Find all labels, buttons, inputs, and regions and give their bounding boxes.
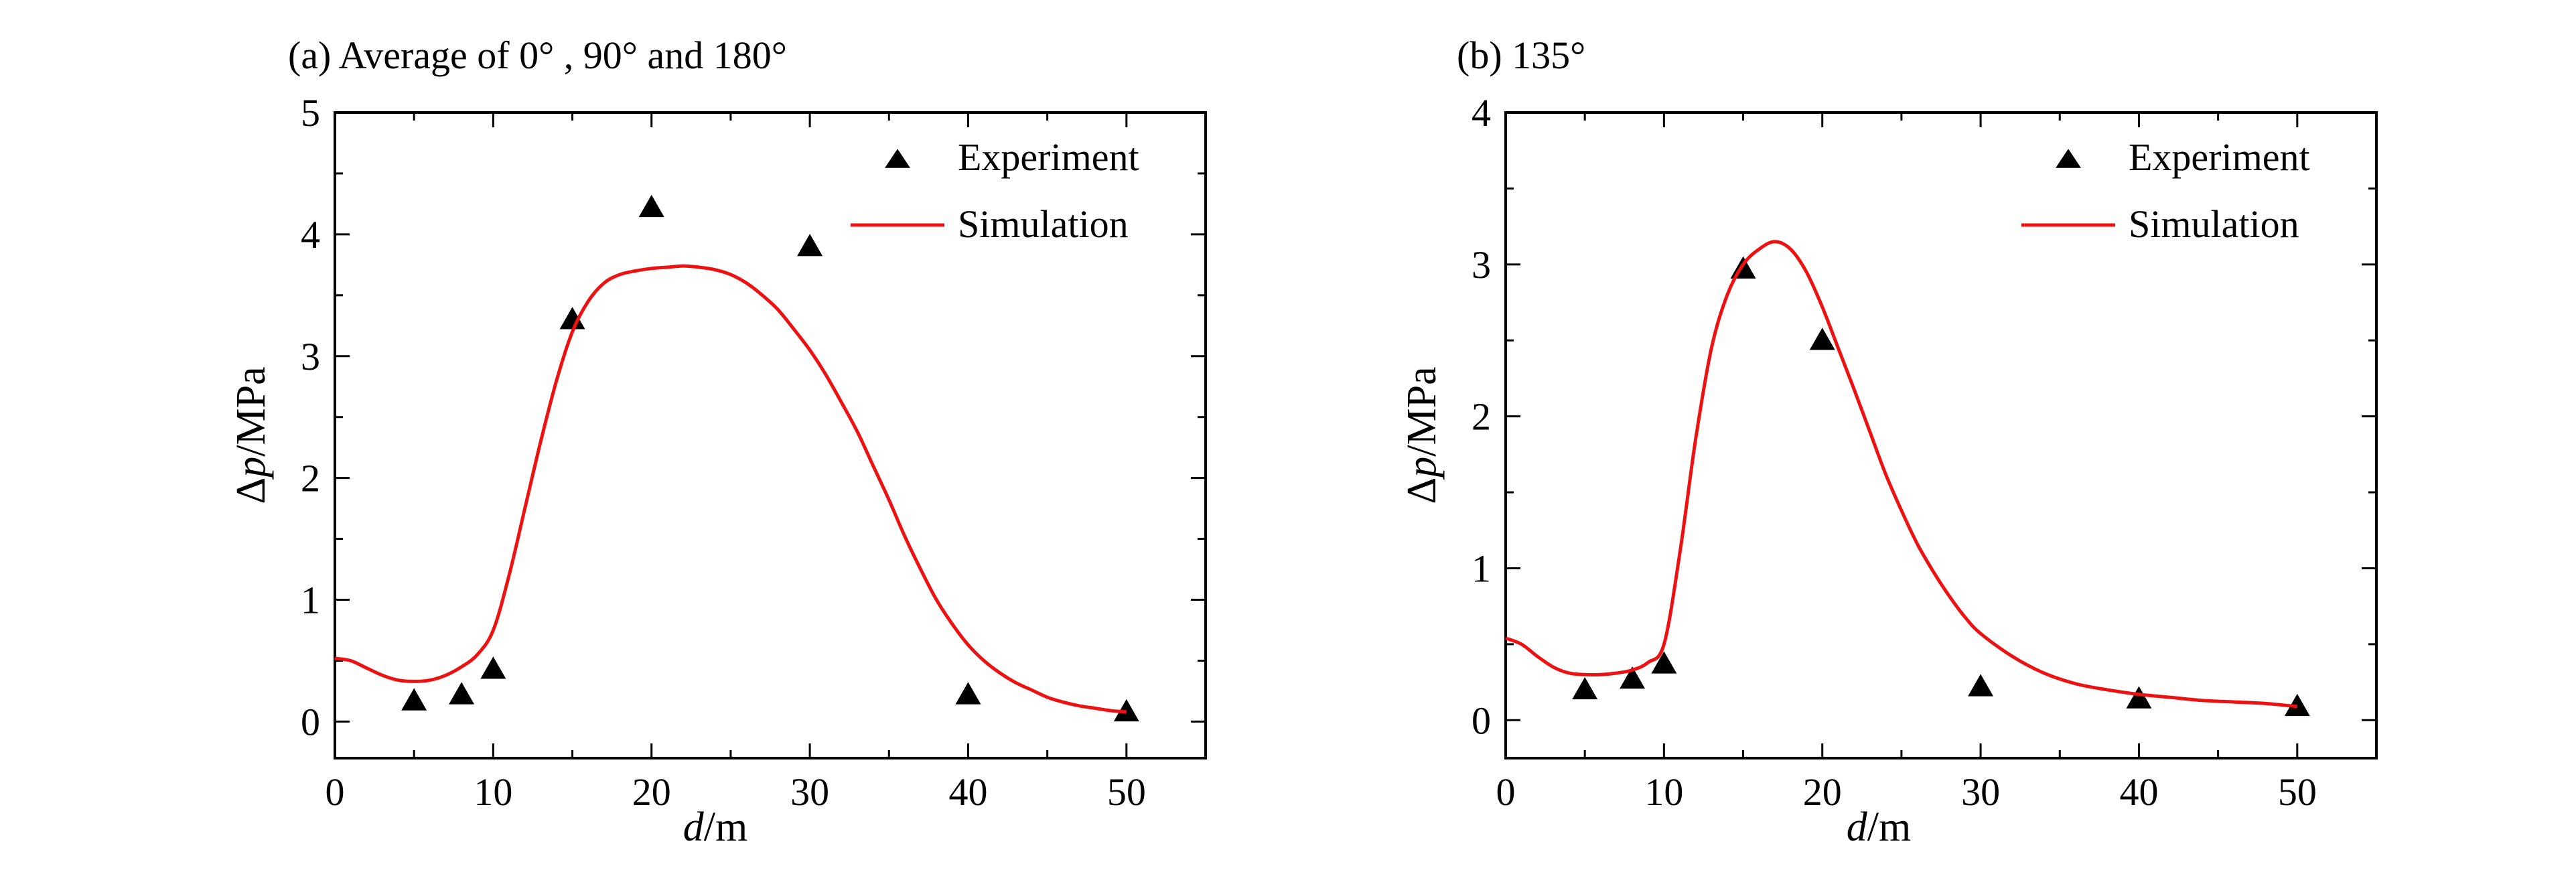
panel-a-x-tick-label: 50 xyxy=(1107,770,1146,814)
panel-a-title: (a) Average of 0° , 90° and 180° xyxy=(288,33,787,77)
panel-a-experiment-point xyxy=(955,682,981,705)
panel-a-legend-experiment-marker xyxy=(885,149,910,168)
panel-b-experiment-point xyxy=(1572,676,1598,700)
panel-b-y-tick-label: 0 xyxy=(1472,699,1491,742)
panel-b-x-axis-label: d/m xyxy=(1847,804,1911,850)
panel-a-y-tick-label: 2 xyxy=(301,457,320,500)
panel-b-x-tick-label: 30 xyxy=(1961,770,2000,814)
panel-a-experiment-point xyxy=(401,688,427,711)
panel-b-legend-experiment-marker xyxy=(2056,149,2081,168)
panel-b-legend-experiment-label: Experiment xyxy=(2129,135,2310,179)
panel-a-y-tick-label: 3 xyxy=(301,335,320,378)
panel-a-experiment-point xyxy=(559,307,585,330)
panel-a-legend-triangle xyxy=(885,149,910,168)
panel-b-y-axis-label: Δp/MPa xyxy=(1399,366,1445,504)
panel-a-experiment-point xyxy=(638,194,664,218)
panel-a-y-tick-label: 5 xyxy=(301,91,320,135)
panel-b-series-simulation-line xyxy=(1505,240,2298,709)
panel-a-legend: Experiment Simulation xyxy=(851,135,1139,246)
panel-a-y-tick-label: 1 xyxy=(301,579,320,622)
panel-b-experiment-point xyxy=(1620,666,1646,689)
panel-a-plot-frame xyxy=(334,111,1207,759)
panel-b-x-tick-label: 50 xyxy=(2278,770,2317,814)
panel-a-experiment-point xyxy=(480,656,506,679)
panel-b-x-tick-label: 10 xyxy=(1644,770,1683,814)
panel-a-x-tick-label: 20 xyxy=(632,770,671,814)
panel-a-legend-simulation-label: Simulation xyxy=(958,202,1129,246)
panel-a-experiment-point xyxy=(797,234,823,257)
panel-a-x-tick-label: 0 xyxy=(326,770,345,814)
panel-b-x-tick-label: 0 xyxy=(1496,770,1516,814)
panel-a-x-tick-label: 40 xyxy=(948,770,987,814)
panel-a-experiment-point xyxy=(449,682,475,705)
panel-a-y-tick-label: 0 xyxy=(301,700,320,743)
panel-a-x-tick-label: 10 xyxy=(474,770,512,814)
panel-a-legend-experiment-label: Experiment xyxy=(958,135,1139,179)
panel-b-legend-simulation-label: Simulation xyxy=(2129,202,2299,246)
panel-a-plot: 0 10 20 30 40 50 0 1 2 3 4 5 xyxy=(301,91,1207,814)
panel-b-y-tick-label: 1 xyxy=(1472,547,1491,590)
panel-a-x-tick-label: 30 xyxy=(790,770,829,814)
panel-a-x-axis-label: d/m xyxy=(683,804,747,850)
panel-b-plot: 0 10 20 30 40 50 0 1 2 3 4 xyxy=(1472,91,2378,814)
panel-a: (a) Average of 0° , 90° and 180° 0 10 20 30… xyxy=(228,33,1207,850)
panel-b-experiment-point xyxy=(1809,328,1835,350)
panel-b-title: (b) 135° xyxy=(1457,33,1585,77)
panel-b-legend-triangle xyxy=(2056,149,2081,168)
panel-b-legend: Experiment Simulation xyxy=(2021,135,2310,246)
panel-a-y-axis-label: Δp/MPa xyxy=(228,366,274,504)
panel-b-x-tick-label: 20 xyxy=(1803,770,1842,814)
panel-b: (b) 135° 0 10 20 30 40 50 0 1 2 3 4 d/m Δp/MPa Exp… xyxy=(1399,33,2378,850)
panel-b-experiment-point xyxy=(2126,686,2152,709)
panel-b-x-tick-label: 40 xyxy=(2119,770,2158,814)
panel-b-y-tick-label: 2 xyxy=(1472,395,1491,439)
panel-a-series-simulation-line xyxy=(334,264,1127,714)
panel-b-y-tick-label: 3 xyxy=(1472,243,1491,287)
panel-b-y-tick-label: 4 xyxy=(1472,91,1491,135)
panel-b-plot-frame xyxy=(1504,111,2378,759)
panel-b-experiment-point xyxy=(1651,651,1677,674)
panel-a-y-tick-label: 4 xyxy=(301,213,320,257)
panel-b-experiment-point xyxy=(1968,674,1994,697)
